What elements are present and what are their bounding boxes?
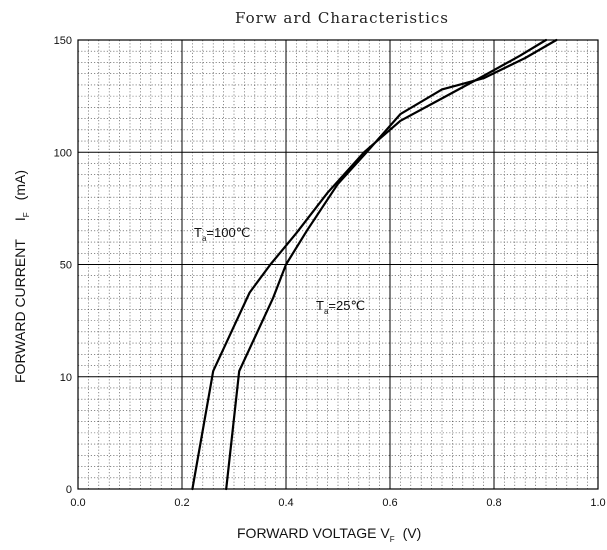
- x-axis-label-sub: F: [390, 535, 395, 544]
- x-axis-label: FORWARD VOLTAGE VF (V): [237, 525, 421, 544]
- series-label-ta-100-sub: a: [202, 234, 207, 243]
- x-axis-label-main: FORWARD VOLTAGE V: [237, 525, 390, 541]
- x-tick-label: 0.6: [382, 497, 397, 509]
- series-label-ta-100: Ta=100℃: [194, 225, 250, 243]
- x-tick-label: 0.0: [70, 497, 85, 509]
- major-grid: [78, 40, 598, 489]
- y-axis-label-unit: (mA): [12, 170, 28, 200]
- y-tick-label: 150: [54, 35, 72, 47]
- series-line-0: [191, 38, 548, 491]
- x-tick-label: 0.2: [174, 497, 189, 509]
- x-tick-label: 1.0: [590, 497, 605, 509]
- series-label-ta-100-main: T: [194, 225, 202, 240]
- x-tick-label: 0.4: [278, 497, 293, 509]
- chart-title: Forw ard Characteristics: [235, 9, 449, 27]
- y-tick-label: 100: [54, 147, 72, 159]
- series-label-ta-25: Ta=25℃: [316, 298, 365, 316]
- series-label-ta-25-sub: a: [324, 307, 329, 316]
- x-axis-label-unit: (V): [403, 525, 422, 541]
- series-label-ta-25-main: T: [316, 298, 324, 313]
- series-layer: [191, 38, 558, 491]
- y-tick-label: 10: [60, 372, 72, 384]
- series-label-ta-25-rest: =25℃: [328, 298, 365, 313]
- x-tick-label: 0.8: [486, 497, 501, 509]
- plot-frame: [77, 39, 599, 490]
- y-axis-label-symbol: I: [12, 217, 28, 221]
- y-axis-label-sub: F: [22, 212, 31, 217]
- svg-text:FORWARD CURRENTIF(mA): FORWARD CURRENT IF (mA): [12, 170, 31, 383]
- y-axis-label-main: FORWARD CURRENT: [12, 239, 28, 383]
- y-tick-label: 50: [60, 260, 72, 272]
- y-tick-label: 0: [66, 484, 72, 496]
- series-label-ta-100-rest: =100℃: [206, 225, 250, 240]
- series-line-1: [225, 38, 558, 491]
- y-axis-label: FORWARD CURRENT IF (mA): [12, 170, 31, 383]
- tick-labels: 0.0 0.2 0.4 0.6 0.8 1.0 0 10 50 100 150: [54, 35, 606, 509]
